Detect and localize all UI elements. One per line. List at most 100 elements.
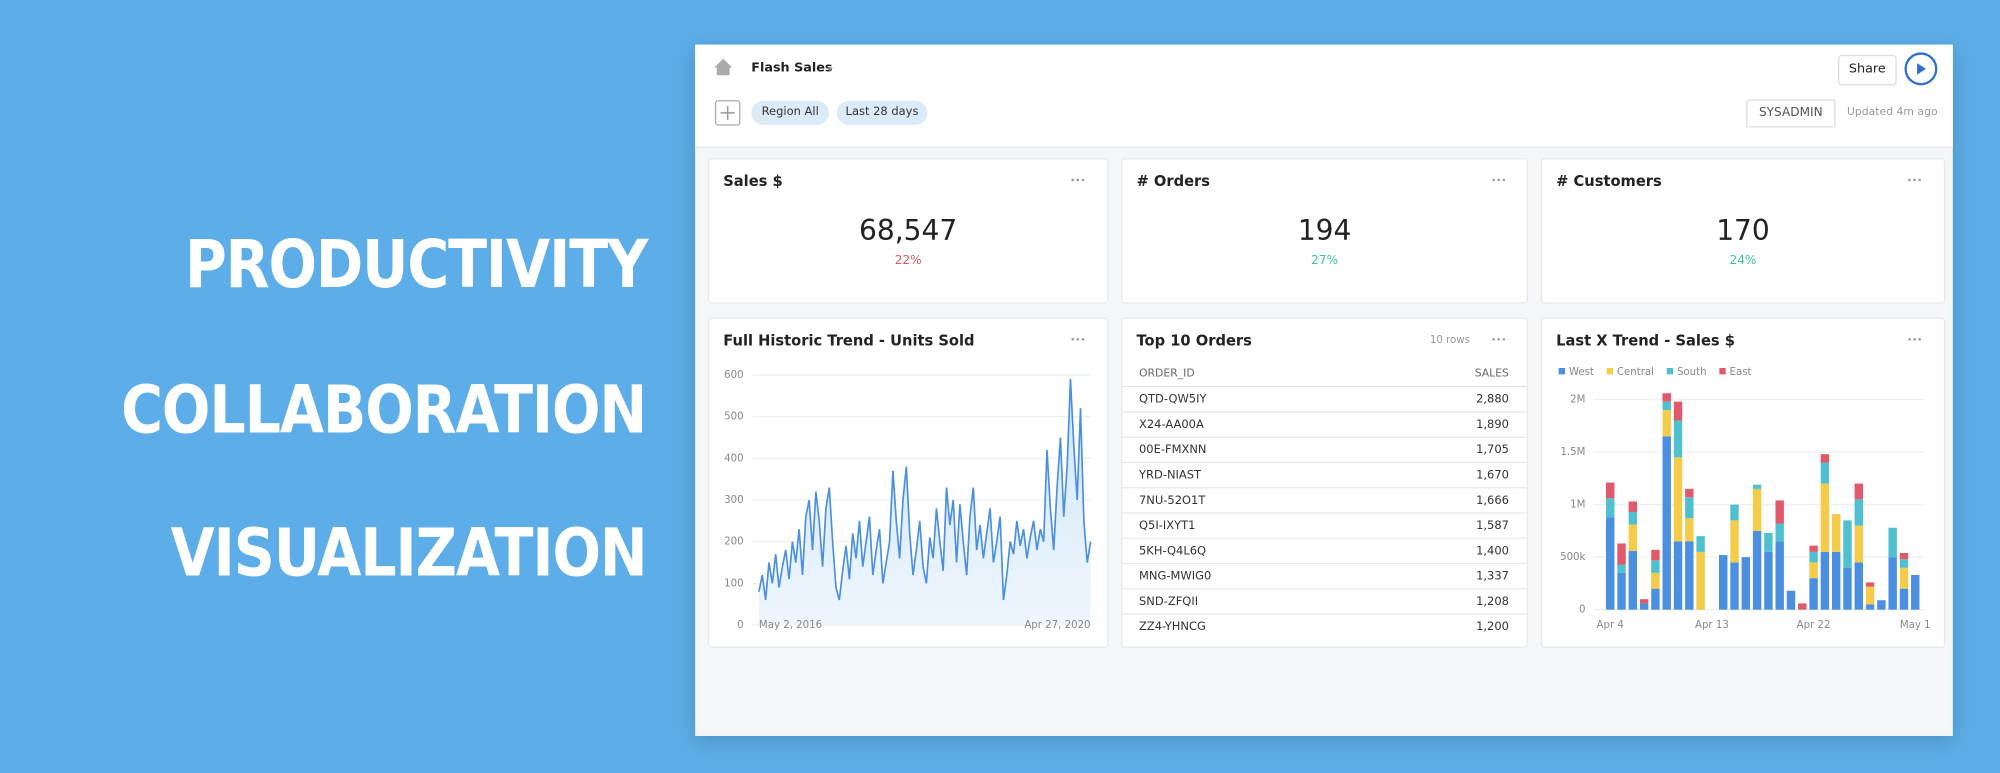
play-icon <box>1917 63 1927 75</box>
bar-segment <box>1911 575 1920 610</box>
bar-segment <box>1865 582 1875 587</box>
card-title: # Customers <box>1556 172 1662 191</box>
bar-segment <box>1730 520 1739 563</box>
bar-segment <box>1651 549 1660 561</box>
menu-dot <box>1497 338 1500 341</box>
line <box>758 379 1092 601</box>
card-title: Sales $ <box>723 172 783 191</box>
menu-dot <box>1492 338 1495 341</box>
bar-segment <box>1752 530 1762 610</box>
kpi-delta: 27% <box>1311 253 1339 268</box>
y-tick-label: 1M <box>1570 500 1585 511</box>
bar-segment <box>1865 604 1875 610</box>
bar-segment <box>1662 401 1671 411</box>
home-icon[interactable] <box>714 58 733 76</box>
dashboard-title[interactable]: Flash Sales <box>751 61 833 76</box>
updated-note: Updated 4m ago <box>1846 105 1938 119</box>
y-tick-label: 600 <box>724 370 743 381</box>
table-cell: 1,208 <box>1476 594 1509 608</box>
user-button[interactable]: SYSADMIN <box>1746 99 1836 128</box>
bar-segment <box>1854 499 1863 526</box>
bar-segment <box>1696 536 1705 552</box>
legend-swatch <box>1719 367 1726 375</box>
table-cell: SND-ZFQII <box>1139 594 1198 608</box>
table-cell: 00E-FMXNN <box>1139 442 1207 456</box>
bar-segment <box>1685 497 1694 519</box>
bar-segment <box>1899 552 1909 560</box>
x-tick-label: May 2, 2016 <box>759 620 822 631</box>
table-cell: 1,200 <box>1476 619 1509 633</box>
card-title: Full Historic Trend - Units Sold <box>723 331 975 350</box>
y-tick-label: 100 <box>724 578 743 589</box>
menu-dot <box>1081 178 1085 182</box>
share-button[interactable]: Share <box>1838 54 1897 86</box>
table-cell: ZZ4-YHNCG <box>1139 619 1206 633</box>
card-title: # Orders <box>1136 172 1211 191</box>
bar-segment <box>1719 555 1728 610</box>
kpi-card: # Customers 170 24% <box>1540 158 1946 304</box>
bar-segment <box>1606 517 1615 610</box>
kpi-value: 170 <box>1716 215 1770 248</box>
x-tick-label: Apr 22 <box>1797 620 1831 631</box>
bar-segment <box>1820 483 1830 552</box>
plus-icon <box>720 105 735 120</box>
bar-segment <box>1764 532 1773 552</box>
bar-segment <box>1662 410 1671 437</box>
filter-pill[interactable]: Region All <box>751 100 830 125</box>
bar-segment <box>1854 562 1863 610</box>
y-tick-label: 400 <box>724 453 743 464</box>
bar-segment <box>1843 567 1852 610</box>
table-cell: QTD-QW5IY <box>1139 392 1207 406</box>
caret-icon[interactable] <box>826 67 833 72</box>
table-card: Top 10 Orders 10 rows <box>1121 317 1529 648</box>
bar-segment <box>1685 541 1694 610</box>
kpi-value: 194 <box>1297 215 1352 248</box>
legend-swatch <box>1606 367 1614 375</box>
bar-segment <box>1606 498 1615 518</box>
bar-segment <box>1786 590 1796 610</box>
bar-segment <box>1685 518 1694 542</box>
kpi-card: Sales $ 68,547 22% <box>707 158 1109 304</box>
bar-segment <box>1617 543 1626 565</box>
bar-segment <box>1628 501 1638 512</box>
menu-dot <box>1497 178 1500 182</box>
y-tick-label: 2M <box>1570 395 1585 406</box>
bar-segment <box>1820 462 1830 484</box>
bar-segment <box>1628 550 1638 610</box>
bar-segment <box>1606 482 1615 499</box>
add-button[interactable] <box>714 100 741 126</box>
bar-segment <box>1730 562 1739 610</box>
bar-segment <box>1673 420 1683 458</box>
x-tick-label: Apr 13 <box>1695 620 1729 631</box>
bar-segment <box>1685 488 1694 498</box>
menu-dot <box>1502 338 1506 341</box>
bar-segment <box>1628 524 1638 551</box>
bar-segment <box>1809 551 1818 563</box>
bar-segment <box>1831 514 1841 552</box>
kpi-card: # Orders 194 27% <box>1121 158 1529 304</box>
bar-segment <box>1764 551 1773 610</box>
table-cell: 1,400 <box>1476 543 1509 557</box>
y-tick-label: 0 <box>737 620 743 631</box>
bar-segment <box>1628 511 1638 525</box>
menu-dot <box>1908 338 1911 341</box>
card-title: Last X Trend - Sales $ <box>1556 331 1735 350</box>
bar-segment <box>1820 551 1830 610</box>
bar-segment <box>1798 603 1807 610</box>
kpi-delta: 24% <box>1729 253 1757 268</box>
bar-segment <box>1877 600 1886 610</box>
table-cell: 1,666 <box>1476 493 1509 507</box>
x-tick-label: May 1 <box>1900 620 1931 631</box>
bar-segment <box>1673 541 1683 610</box>
table-cell: Q5I-IXYT1 <box>1139 518 1195 532</box>
bar-segment <box>1899 567 1909 589</box>
bar-segment <box>1639 599 1649 604</box>
bar-segment <box>1865 586 1875 605</box>
table-cell: 1,705 <box>1476 442 1509 456</box>
bar-segment <box>1752 484 1762 489</box>
table-cell: 1,587 <box>1476 518 1509 532</box>
legend-label: Central <box>1617 367 1654 378</box>
filter-pill[interactable]: Last 28 days <box>836 100 928 125</box>
legend-label: South <box>1677 367 1707 378</box>
